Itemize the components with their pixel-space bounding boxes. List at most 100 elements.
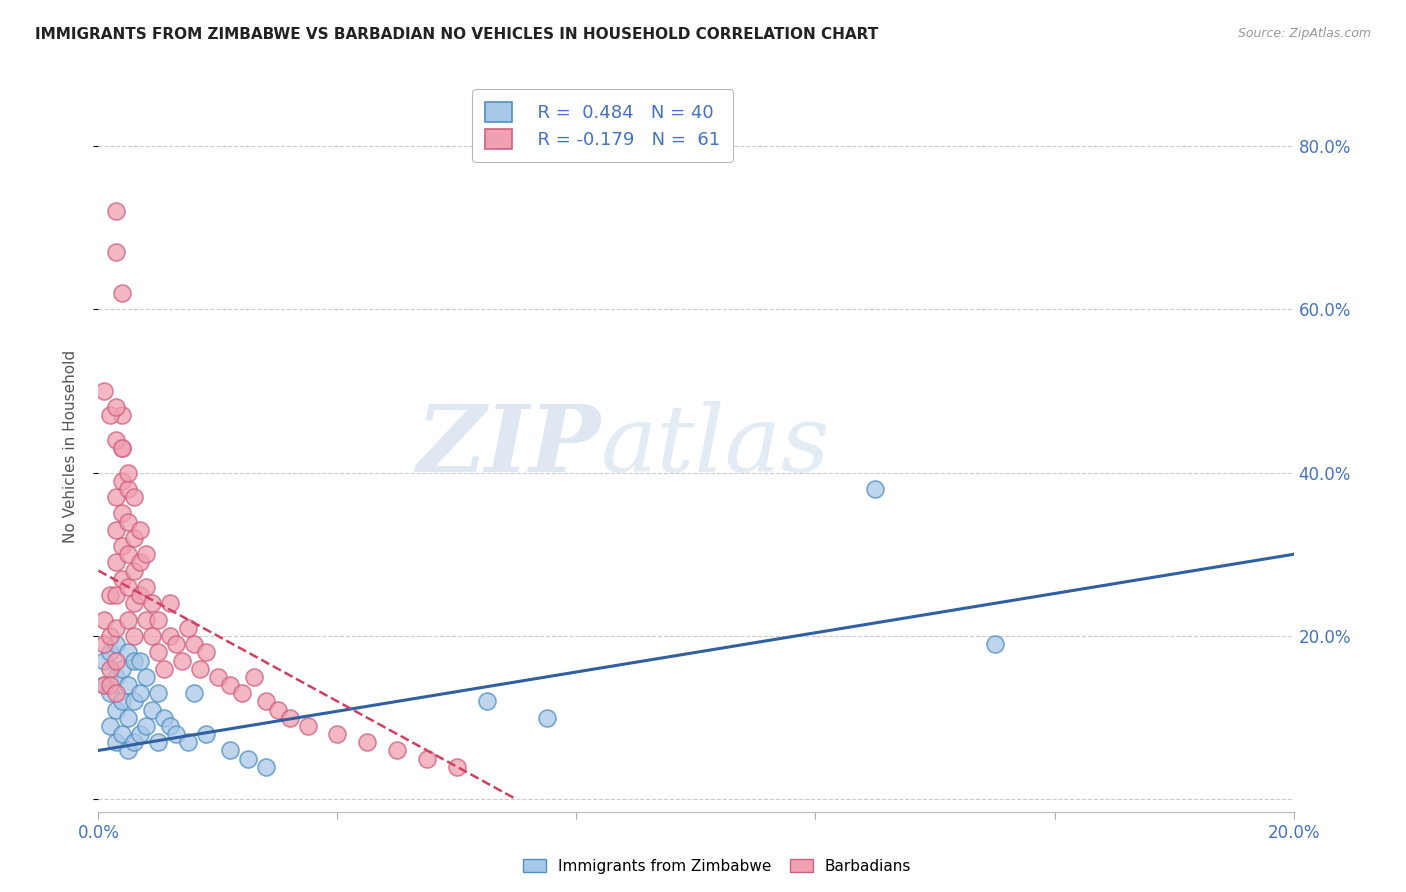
Point (111, 285, 134, 300)
Point (111, 572, 134, 586)
Point (236, 751, 259, 765)
Point (98, 686, 122, 700)
Point (297, 719, 319, 733)
Point (124, 564, 146, 578)
Point (105, 556, 128, 570)
Point (117, 711, 139, 725)
Point (105, 637, 128, 651)
Point (111, 662, 134, 676)
Point (326, 727, 349, 741)
Point (98, 719, 122, 733)
Point (135, 719, 157, 733)
Point (98, 662, 122, 676)
Text: IMMIGRANTS FROM ZIMBABWE VS BARBADIAN NO VEHICLES IN HOUSEHOLD CORRELATION CHART: IMMIGRANTS FROM ZIMBABWE VS BARBADIAN NO… (35, 27, 879, 42)
Point (105, 204, 128, 219)
Point (129, 588, 152, 602)
Point (105, 523, 128, 537)
Point (475, 694, 498, 708)
Legend: Immigrants from Zimbabwe, Barbadians: Immigrants from Zimbabwe, Barbadians (517, 853, 917, 880)
Point (98, 629, 122, 643)
Point (141, 629, 163, 643)
Point (177, 735, 200, 749)
Legend:   R =  0.484   N = 40,   R = -0.179   N =  61: R = 0.484 N = 40, R = -0.179 N = 61 (472, 89, 733, 161)
Point (219, 678, 242, 692)
Point (536, 711, 558, 725)
Point (124, 490, 146, 504)
Point (105, 490, 128, 504)
Point (129, 523, 152, 537)
Point (105, 702, 128, 716)
Text: Source: ZipAtlas.com: Source: ZipAtlas.com (1237, 27, 1371, 40)
Point (111, 441, 134, 455)
Point (153, 662, 176, 676)
Point (195, 727, 218, 741)
Point (984, 637, 1007, 651)
Point (98, 645, 122, 659)
Point (124, 629, 146, 643)
Point (129, 556, 152, 570)
Point (243, 670, 266, 684)
Point (117, 613, 139, 627)
Point (207, 670, 229, 684)
Text: atlas: atlas (600, 401, 830, 491)
Point (111, 441, 134, 455)
Point (148, 686, 170, 700)
Text: ZIP: ZIP (416, 401, 600, 491)
Point (117, 466, 139, 480)
Point (416, 751, 439, 765)
Point (159, 596, 181, 610)
Point (124, 735, 146, 749)
Point (195, 645, 218, 659)
Point (385, 743, 409, 757)
Point (105, 670, 128, 684)
Point (135, 613, 157, 627)
Point (124, 596, 146, 610)
Point (111, 507, 134, 521)
Point (117, 678, 139, 692)
Point (117, 580, 139, 594)
Point (141, 596, 163, 610)
Point (105, 433, 128, 447)
Point (111, 409, 134, 423)
Point (177, 621, 200, 635)
Y-axis label: No Vehicles in Household: No Vehicles in Household (63, 350, 77, 542)
Point (267, 702, 290, 716)
Point (111, 474, 134, 488)
Point (105, 621, 128, 635)
Point (159, 719, 181, 733)
Point (356, 735, 378, 749)
Point (98, 678, 122, 692)
Point (105, 654, 128, 668)
Point (98, 588, 122, 602)
Point (93, 654, 115, 668)
Point (165, 637, 187, 651)
Point (135, 580, 157, 594)
Point (117, 547, 139, 561)
Point (93, 678, 115, 692)
Point (111, 727, 134, 741)
Point (183, 637, 205, 651)
Point (188, 662, 211, 676)
Point (153, 711, 176, 725)
Point (98, 409, 122, 423)
Point (105, 735, 128, 749)
Point (148, 645, 170, 659)
Point (124, 654, 146, 668)
Point (124, 694, 146, 708)
Point (172, 654, 194, 668)
Point (135, 547, 157, 561)
Point (111, 539, 134, 553)
Point (129, 686, 152, 700)
Point (117, 743, 139, 757)
Point (105, 686, 128, 700)
Point (254, 694, 277, 708)
Point (117, 515, 139, 529)
Point (159, 629, 181, 643)
Point (148, 735, 170, 749)
Point (105, 400, 128, 414)
Point (105, 588, 128, 602)
Point (124, 531, 146, 545)
Point (129, 727, 152, 741)
Point (93, 678, 115, 692)
Point (183, 686, 205, 700)
